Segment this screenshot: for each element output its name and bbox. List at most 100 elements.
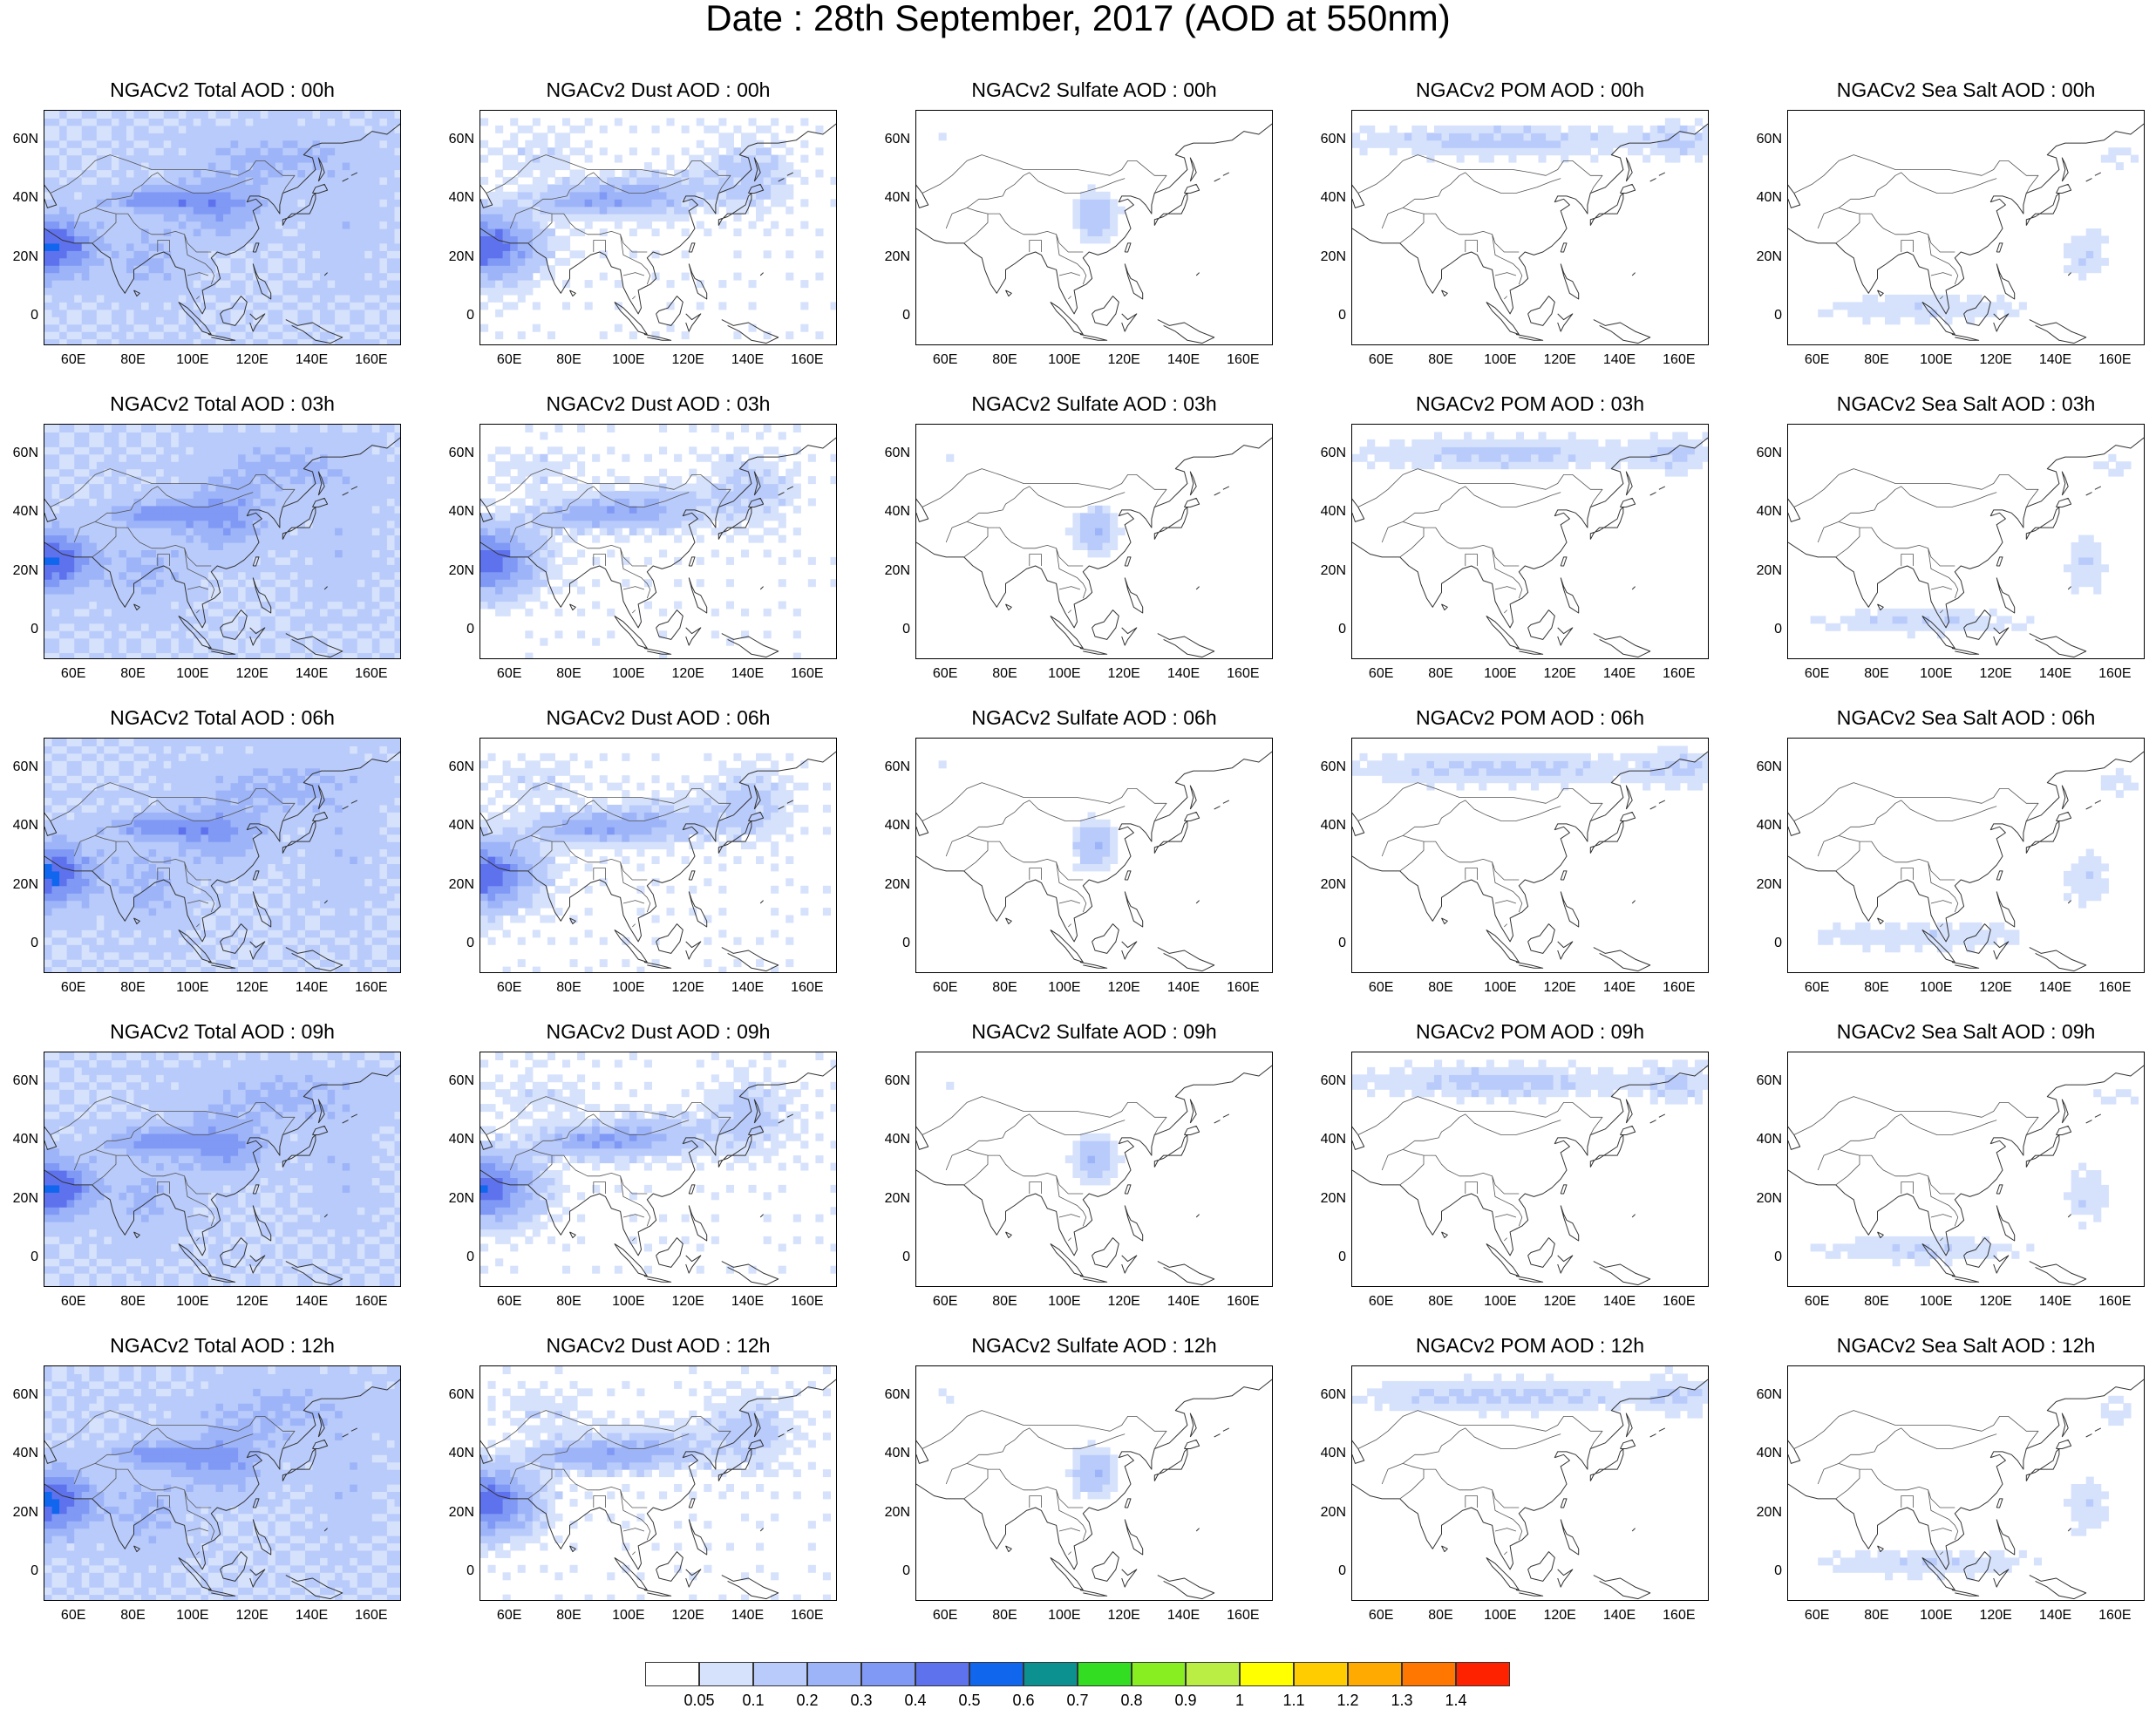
aod-cell xyxy=(1471,140,1479,148)
aod-cell xyxy=(171,221,180,229)
aod-cell xyxy=(614,199,622,208)
aod-cell xyxy=(81,630,90,639)
aod-cell xyxy=(771,191,779,200)
aod-cell xyxy=(312,520,321,528)
aod-cell xyxy=(614,505,622,514)
aod-cell xyxy=(1367,133,1376,141)
aod-cell xyxy=(104,468,112,477)
aod-cell xyxy=(1471,446,1479,455)
aod-cell xyxy=(1441,453,1450,462)
aod-cell xyxy=(289,564,298,573)
aod-cell xyxy=(260,257,269,266)
aod-cell xyxy=(1359,125,1368,133)
aod-cell xyxy=(141,461,150,470)
aod-cell xyxy=(111,534,119,543)
aod-cell xyxy=(1382,453,1391,462)
aod-cell xyxy=(260,317,269,325)
aod-cell xyxy=(289,199,298,208)
aod-cell xyxy=(74,601,83,609)
aod-cell xyxy=(487,556,496,565)
aod-cell xyxy=(156,280,165,289)
aod-cell xyxy=(253,571,262,580)
aod-cell xyxy=(215,140,224,148)
aod-cell xyxy=(223,199,232,208)
aod-cell xyxy=(502,542,511,550)
aod-cell xyxy=(1854,309,1863,317)
aod-cell xyxy=(282,549,291,558)
aod-cell xyxy=(394,542,400,550)
aod-cell xyxy=(495,199,504,208)
aod-cell xyxy=(733,453,742,462)
aod-cell xyxy=(59,490,68,499)
aod-cell xyxy=(66,140,75,148)
aod-cell xyxy=(532,490,541,499)
aod-cell xyxy=(2026,616,2035,624)
aod-cell xyxy=(350,608,358,616)
aod-cell xyxy=(126,125,135,133)
aod-cell xyxy=(312,191,321,200)
aod-cell xyxy=(592,214,601,222)
aod-cell xyxy=(371,265,380,274)
aod-cell xyxy=(268,594,276,603)
aod-cell xyxy=(1072,513,1081,521)
aod-cell xyxy=(335,302,343,310)
aod-cell xyxy=(1885,608,1894,616)
aod-cell xyxy=(335,206,343,214)
aod-cell xyxy=(253,221,262,229)
aod-cell xyxy=(230,309,239,317)
aod-cell xyxy=(394,280,400,289)
aod-cell xyxy=(148,468,157,477)
aod-cell xyxy=(215,446,224,455)
aod-cell xyxy=(1515,133,1524,141)
aod-cell xyxy=(786,125,794,133)
aod-cell xyxy=(350,483,358,492)
aod-cell xyxy=(335,542,343,550)
aod-cell xyxy=(540,564,548,573)
aod-cell xyxy=(119,579,127,588)
aod-cell xyxy=(342,309,350,317)
aod-cell xyxy=(335,125,343,133)
aod-cell xyxy=(547,483,555,492)
aod-cell xyxy=(379,432,388,440)
aod-cell xyxy=(119,637,127,646)
aod-cell xyxy=(532,221,541,229)
aod-cell xyxy=(1989,309,1997,317)
aod-cell xyxy=(495,147,504,156)
aod-cell xyxy=(289,432,298,440)
aod-cell xyxy=(1382,140,1391,148)
aod-cell xyxy=(342,608,350,616)
aod-cell xyxy=(394,265,400,274)
aod-cell xyxy=(394,425,400,432)
aod-cell xyxy=(386,235,395,244)
aod-cell xyxy=(215,534,224,543)
aod-cell xyxy=(510,235,519,244)
y-tick-label: 0 xyxy=(1338,622,1346,637)
aod-cell xyxy=(540,140,548,148)
aod-cell xyxy=(1929,302,1938,310)
aod-cell xyxy=(186,549,194,558)
aod-cell xyxy=(502,272,511,281)
aod-cell xyxy=(193,250,201,259)
aod-cell xyxy=(230,169,239,178)
aod-cell xyxy=(350,118,358,126)
aod-cell xyxy=(312,586,321,595)
aod-cell xyxy=(238,476,247,485)
aod-cell xyxy=(141,125,150,133)
aod-cell xyxy=(148,439,157,447)
aod-cell xyxy=(193,425,201,432)
aod-cell xyxy=(51,272,60,281)
aod-cell xyxy=(245,206,254,214)
aod-cell xyxy=(386,490,395,499)
aod-cell xyxy=(763,446,772,455)
aod-cell xyxy=(207,468,216,477)
aod-cell xyxy=(44,490,53,499)
aod-cell xyxy=(289,221,298,229)
aod-cell xyxy=(592,176,601,185)
aod-cell xyxy=(207,425,216,432)
aod-cell xyxy=(350,199,358,208)
y-tick-label: 0 xyxy=(1774,308,1782,323)
aod-cell xyxy=(193,490,201,499)
aod-cell xyxy=(517,184,526,193)
aod-cell xyxy=(1523,140,1532,148)
aod-cell xyxy=(320,623,329,631)
